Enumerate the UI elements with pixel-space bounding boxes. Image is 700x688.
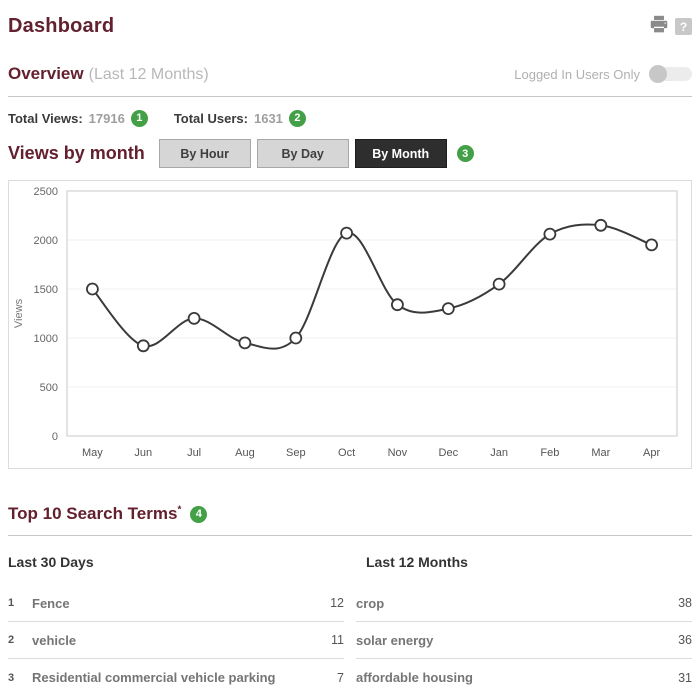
topbar-icons: ?	[649, 15, 692, 39]
views-section-title: Views by month	[8, 143, 145, 163]
svg-text:Views: Views	[13, 298, 25, 328]
help-icon[interactable]: ?	[675, 18, 692, 35]
total-users-stat: Total Users: 1631 2	[173, 109, 306, 127]
total-views-label: Total Views:	[8, 110, 83, 126]
topbar: Dashboard ?	[8, 0, 692, 40]
by-day-button[interactable]: By Day	[256, 139, 349, 168]
term-count: 36	[678, 633, 692, 647]
svg-text:Sep: Sep	[286, 447, 306, 459]
term-text: vehicle	[32, 632, 77, 648]
svg-text:Jun: Jun	[134, 447, 152, 459]
total-users-value: 1631	[253, 110, 283, 126]
last-12-months-column: Last 12 Months crop 38 solar energy 36 a…	[356, 554, 692, 688]
table-row: crop 38	[356, 585, 692, 622]
views-by-month-header: Views by month By Hour By Day By Month 3	[8, 138, 692, 169]
term-count: 11	[331, 633, 344, 647]
page-title: Dashboard	[8, 15, 115, 37]
total-users-label: Total Users:	[173, 110, 248, 126]
overview-subtitle: (Last 12 Months)	[88, 66, 209, 83]
term-rank: 3	[8, 671, 15, 684]
term-text: solar energy	[356, 632, 434, 648]
total-views-value: 17916	[88, 110, 125, 126]
column-header: Last 12 Months	[366, 554, 468, 570]
term-rank: 1	[8, 597, 15, 609]
search-terms-table: Last 30 Days 1 Fence 12 2 vehicle 11 3 R…	[8, 554, 692, 688]
svg-text:0: 0	[52, 431, 58, 443]
step-badge-1: 1	[130, 109, 148, 127]
svg-text:Aug: Aug	[235, 447, 255, 459]
svg-text:May: May	[82, 447, 103, 459]
toggle-knob	[649, 65, 667, 83]
top10-header: Top 10 Search Terms* 4	[8, 503, 692, 525]
term-text: Residential commercial vehicle parking	[32, 670, 276, 685]
divider	[8, 535, 692, 536]
table-row: 3 Residential commercial vehicle parking…	[8, 659, 344, 688]
svg-text:Jan: Jan	[490, 447, 508, 459]
term-text: Fence	[32, 595, 70, 611]
svg-text:Nov: Nov	[388, 447, 408, 459]
table-row: affordable housing 31	[356, 659, 692, 688]
overview-titles: Overview (Last 12 Months)	[8, 64, 209, 84]
line-chart-svg: 0 500 1000 1500 2000 2500 May Jun Jul Aug Sep Oct No…	[13, 186, 678, 459]
svg-text:Oct: Oct	[338, 447, 355, 459]
step-badge-4: 4	[190, 505, 208, 523]
term-text: crop	[356, 595, 385, 611]
stats-row: Total Views: 17916 1 Total Users: 1631 2	[8, 109, 692, 127]
term-count: 31	[678, 670, 692, 685]
column-header: Last 30 Days	[8, 554, 94, 570]
term-count: 38	[678, 596, 692, 610]
step-badge-3: 3	[456, 145, 474, 162]
divider	[8, 96, 692, 97]
svg-text:Mar: Mar	[591, 447, 610, 459]
term-rank: 2	[8, 634, 15, 646]
term-text: affordable housing	[356, 670, 473, 685]
table-row: 1 Fence 12	[8, 585, 344, 622]
views-by-month-chart: 0 500 1000 1500 2000 2500 May Jun Jul Aug Sep Oct No…	[8, 180, 692, 469]
interval-button-group: By Hour By Day By Month	[158, 139, 447, 168]
toggle-label: Logged In Users Only	[514, 66, 640, 82]
table-row: solar energy 36	[356, 622, 692, 659]
svg-text:2500: 2500	[34, 186, 58, 198]
top10-title: Top 10 Search Terms*	[8, 504, 182, 523]
step-badge-2: 2	[288, 109, 306, 127]
logged-in-users-toggle[interactable]	[649, 65, 692, 83]
table-row: 2 vehicle 11	[8, 622, 344, 659]
term-count: 12	[330, 596, 344, 610]
svg-text:500: 500	[40, 382, 58, 394]
svg-text:Jul: Jul	[187, 447, 201, 459]
by-hour-button[interactable]: By Hour	[158, 139, 251, 168]
last-30-days-column: Last 30 Days 1 Fence 12 2 vehicle 11 3 R…	[8, 554, 344, 688]
svg-text:1000: 1000	[34, 333, 58, 345]
overview-title: Overview	[8, 64, 84, 83]
total-views-stat: Total Views: 17916 1	[8, 109, 148, 127]
svg-text:Apr: Apr	[643, 447, 660, 459]
print-icon[interactable]	[649, 15, 669, 39]
footnote-marker: *	[177, 504, 182, 516]
svg-text:Feb: Feb	[540, 447, 559, 459]
svg-text:2000: 2000	[34, 235, 58, 247]
logged-in-toggle-group: Logged In Users Only	[514, 65, 692, 83]
term-count: 7	[337, 670, 344, 685]
svg-text:Dec: Dec	[439, 447, 459, 459]
overview-header: Overview (Last 12 Months) Logged In Users…	[8, 62, 692, 86]
svg-text:1500: 1500	[34, 284, 58, 296]
by-month-button[interactable]: By Month	[354, 139, 447, 168]
